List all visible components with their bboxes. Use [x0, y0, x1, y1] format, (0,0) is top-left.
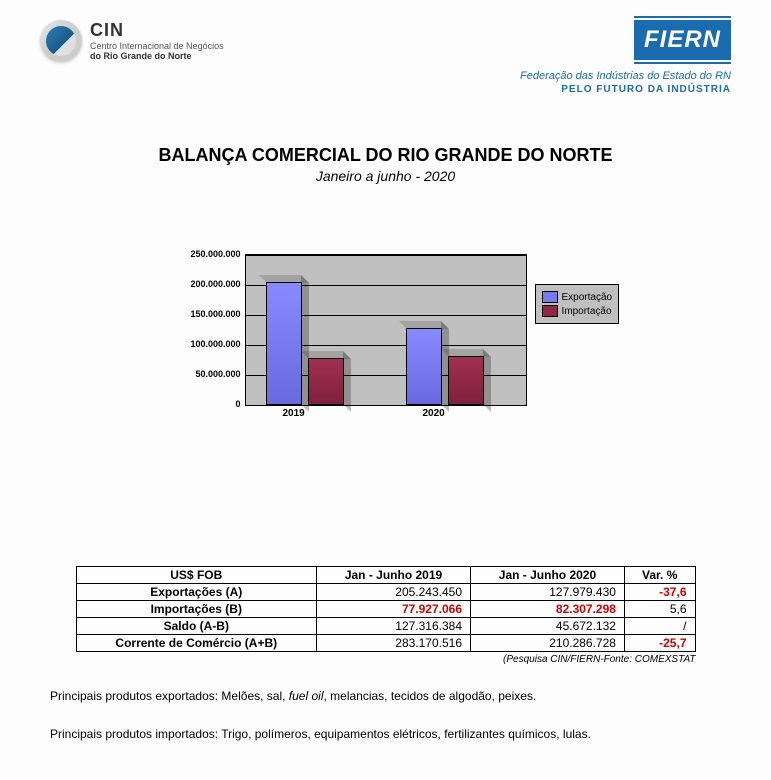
title-block: BALANÇA COMERCIAL DO RIO GRANDE DO NORTE…	[40, 145, 731, 184]
table-cell-label: Exportações (A)	[76, 584, 317, 601]
table-cell-value: 283.170.516	[317, 635, 471, 652]
cin-subtitle-1: Centro Internacional de Negócios	[90, 41, 224, 51]
table-cell-var: -25,7	[624, 635, 695, 652]
chart-container: Exportação Importação 0 50.000.000 100.000…	[40, 254, 731, 406]
chart-y-label: 0	[235, 399, 240, 409]
table-row: Exportações (A)205.243.450127.979.430-37…	[76, 584, 695, 601]
table-cell-value: 210.286.728	[471, 635, 625, 652]
cin-text: CIN Centro Internacional de Negócios do …	[90, 20, 224, 61]
table-cell-label: Corrente de Comércio (A+B)	[76, 635, 317, 652]
table-cell-value: 82.307.298	[471, 601, 625, 618]
table-cell-var: 5,6	[624, 601, 695, 618]
chart-x-label: 2019	[283, 408, 305, 419]
table-header-cell: Jan - Junho 2020	[471, 567, 625, 584]
table-cell-value: 127.316.384	[317, 618, 471, 635]
fiern-subtitle-2: PELO FUTURO DA INDÚSTRIA	[520, 84, 731, 95]
table-body: Exportações (A)205.243.450127.979.430-37…	[76, 584, 695, 652]
table-cell-value: 127.979.430	[471, 584, 625, 601]
footnote-exp-suffix: , melancias, tecidos de algodão, peixes.	[323, 689, 536, 703]
chart-y-label: 50.000.000	[195, 369, 240, 379]
chart-y-label: 100.000.000	[190, 339, 240, 349]
chart-y-label: 150.000.000	[190, 309, 240, 319]
page-subtitle: Janeiro a junho - 2020	[40, 168, 731, 184]
table-row: Saldo (A-B)127.316.38445.672.132/	[76, 618, 695, 635]
page-title: BALANÇA COMERCIAL DO RIO GRANDE DO NORTE	[40, 145, 731, 166]
legend-label-import: Importação	[562, 306, 612, 317]
chart-gridline	[246, 255, 526, 256]
legend-item-export: Exportação	[542, 291, 613, 303]
table-source: (Pesquisa CIN/FIERN-Fonte: COMEXSTAT	[76, 654, 696, 665]
data-table: US$ FOBJan - Junho 2019Jan - Junho 2020V…	[76, 566, 696, 652]
table-cell-label: Saldo (A-B)	[76, 618, 317, 635]
table-cell-var: -37,6	[624, 584, 695, 601]
table-cell-value: 77.927.066	[317, 601, 471, 618]
footnote-exp-prefix: Principais produtos exportados: Melões, …	[50, 689, 289, 703]
legend-item-import: Importação	[542, 305, 613, 317]
chart-plot-area	[245, 254, 527, 406]
cin-brand: CIN Centro Internacional de Negócios do …	[40, 20, 224, 62]
chart-y-label: 250.000.000	[190, 249, 240, 259]
legend-swatch-import	[542, 305, 558, 317]
fiern-logo: FIERN	[634, 20, 731, 60]
table-cell-value: 45.672.132	[471, 618, 625, 635]
fiern-brand: FIERN Federação das Indústrias do Estado…	[520, 20, 731, 95]
cin-subtitle-2: do Rio Grande do Norte	[90, 51, 224, 61]
fiern-subtitle-1: Federação das Indústrias do Estado do RN	[520, 70, 731, 82]
table-header-cell: US$ FOB	[76, 567, 317, 584]
chart-bar	[406, 328, 442, 405]
chart-bar	[266, 282, 302, 405]
cin-logo-icon	[40, 20, 82, 62]
document-page: CIN Centro Internacional de Negócios do …	[0, 0, 771, 780]
legend-label-export: Exportação	[562, 292, 613, 303]
table-cell-var: /	[624, 618, 695, 635]
cin-title: CIN	[90, 20, 224, 41]
chart-legend: Exportação Importação	[535, 284, 620, 324]
chart-bar	[448, 356, 484, 405]
footnote-exp-em: fuel oil	[289, 689, 324, 703]
legend-swatch-export	[542, 291, 558, 303]
header: CIN Centro Internacional de Negócios do …	[40, 20, 731, 95]
table-header-cell: Jan - Junho 2019	[317, 567, 471, 584]
table-header-cell: Var. %	[624, 567, 695, 584]
footnote-exports: Principais produtos exportados: Melões, …	[50, 689, 731, 703]
table-header-row: US$ FOBJan - Junho 2019Jan - Junho 2020V…	[76, 567, 695, 584]
chart-bar	[308, 358, 344, 405]
table-cell-value: 205.243.450	[317, 584, 471, 601]
chart-y-label: 200.000.000	[190, 279, 240, 289]
table-cell-label: Importações (B)	[76, 601, 317, 618]
table-row: Importações (B)77.927.06682.307.2985,6	[76, 601, 695, 618]
table-row: Corrente de Comércio (A+B)283.170.516210…	[76, 635, 695, 652]
footnote-imports: Principais produtos importados: Trigo, p…	[50, 727, 731, 741]
chart-x-label: 2020	[423, 408, 445, 419]
